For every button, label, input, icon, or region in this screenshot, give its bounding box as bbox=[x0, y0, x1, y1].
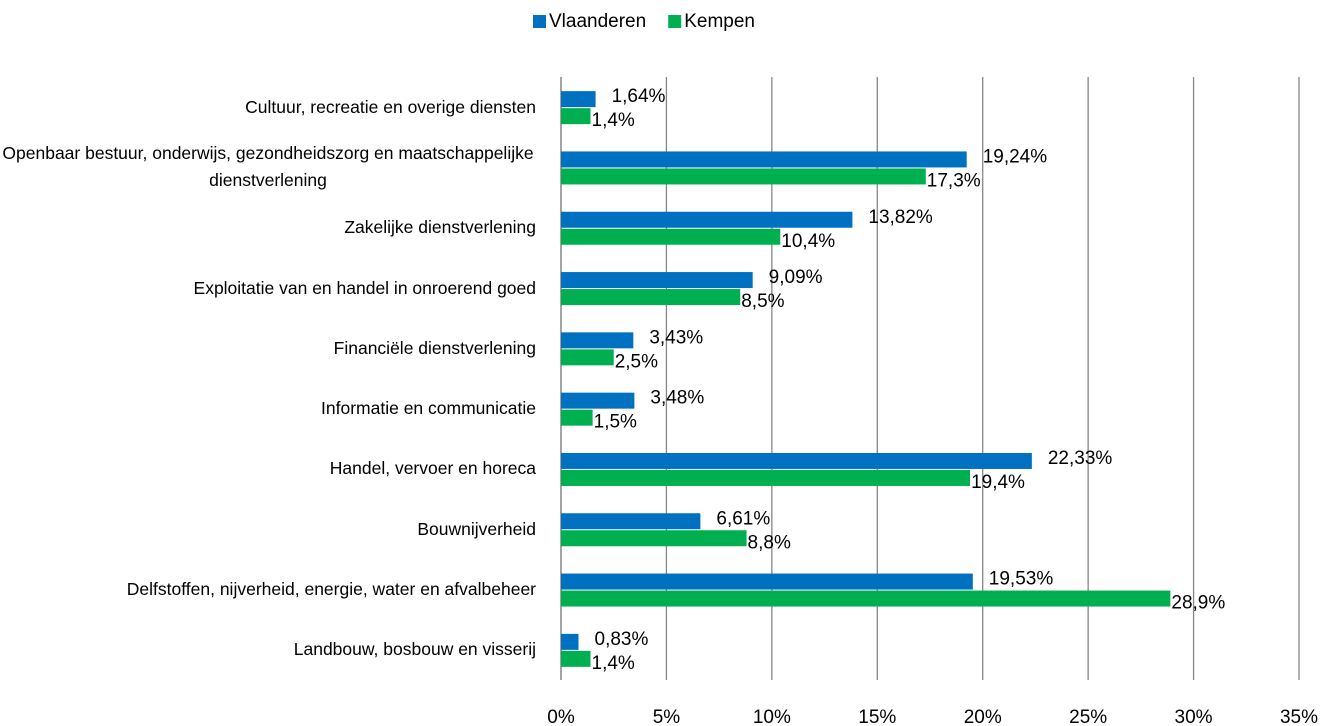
category-text: Cultuur, recreatie en overige diensten bbox=[245, 96, 536, 117]
category-text: Financiële dienstverlening bbox=[333, 337, 536, 358]
bar bbox=[561, 151, 967, 168]
x-tick-label: 35% bbox=[1280, 707, 1318, 726]
x-tick-label: 15% bbox=[858, 707, 896, 726]
bar bbox=[561, 452, 1032, 469]
bar bbox=[561, 168, 926, 185]
x-tick-label: 0% bbox=[547, 707, 575, 726]
category-label: Financiële dienstverlening bbox=[0, 318, 536, 378]
category-label: Exploitatie van en handel in onroerend g… bbox=[0, 258, 536, 318]
legend-label: Kempen bbox=[684, 11, 755, 32]
category-label: Cultuur, recreatie en overige diensten bbox=[0, 77, 536, 137]
legend-label: Vlaanderen bbox=[549, 11, 646, 32]
bar bbox=[561, 409, 593, 426]
bar bbox=[561, 332, 634, 349]
category-text: Landbouw, bosbouw en visserij bbox=[293, 639, 536, 660]
legend-swatch bbox=[668, 15, 682, 28]
category-text: Informatie en communicatie bbox=[321, 398, 536, 419]
bar bbox=[561, 349, 614, 366]
bar bbox=[561, 530, 747, 547]
bar bbox=[561, 91, 596, 108]
data-label: 19,53% bbox=[989, 569, 1054, 590]
x-tick-label: 20% bbox=[964, 707, 1002, 726]
category-label: Handel, vervoer en horeca bbox=[0, 439, 536, 499]
data-label: 10,4% bbox=[781, 231, 835, 252]
bar bbox=[561, 211, 853, 228]
category-text: Handel, vervoer en horeca bbox=[329, 458, 536, 479]
x-tick-label: 25% bbox=[1069, 707, 1107, 726]
data-label: 1,5% bbox=[594, 412, 637, 433]
data-label: 19,4% bbox=[971, 472, 1025, 493]
data-label: 17,3% bbox=[927, 170, 981, 191]
data-label: 8,5% bbox=[741, 291, 784, 312]
category-label: Openbaar bestuur, onderwijs, gezondheids… bbox=[0, 137, 536, 197]
data-label: 19,24% bbox=[983, 146, 1048, 167]
bar bbox=[561, 650, 591, 667]
bar bbox=[561, 392, 635, 409]
bar bbox=[561, 228, 781, 245]
bar bbox=[561, 108, 591, 125]
data-label: 2,5% bbox=[615, 351, 658, 372]
data-label: 13,82% bbox=[868, 207, 933, 228]
data-label: 9,09% bbox=[769, 267, 823, 288]
category-text: Zakelijke dienstverlening bbox=[344, 217, 536, 238]
bar bbox=[561, 469, 971, 486]
category-text: Delfstoffen, nijverheid, energie, water … bbox=[126, 579, 536, 600]
x-tick-label: 5% bbox=[653, 707, 681, 726]
bar bbox=[561, 573, 973, 590]
data-label: 6,61% bbox=[716, 508, 770, 529]
data-label: 8,8% bbox=[748, 532, 791, 553]
category-label: Delfstoffen, nijverheid, energie, water … bbox=[0, 560, 536, 620]
legend-swatch bbox=[533, 15, 546, 28]
data-label: 28,9% bbox=[1171, 593, 1225, 614]
data-label: 1,4% bbox=[592, 653, 635, 674]
bar bbox=[561, 513, 701, 530]
bar bbox=[561, 289, 741, 306]
category-label: Landbouw, bosbouw en visserij bbox=[0, 620, 536, 680]
data-label: 3,43% bbox=[649, 327, 703, 348]
category-label: Informatie en communicatie bbox=[0, 379, 536, 439]
category-text: Bouwnijverheid bbox=[417, 518, 536, 539]
bar bbox=[561, 590, 1171, 607]
bar bbox=[561, 272, 753, 289]
bar bbox=[561, 633, 579, 650]
x-tick-label: 10% bbox=[753, 707, 791, 726]
category-label: Bouwnijverheid bbox=[0, 499, 536, 559]
x-tick-label: 30% bbox=[1175, 707, 1213, 726]
data-label: 1,4% bbox=[592, 110, 635, 131]
category-label: Zakelijke dienstverlening bbox=[0, 198, 536, 258]
data-label: 22,33% bbox=[1048, 448, 1113, 469]
category-text: Openbaar bestuur, onderwijs, gezondheids… bbox=[2, 143, 534, 191]
data-label: 3,48% bbox=[650, 388, 704, 409]
data-label: 0,83% bbox=[595, 629, 649, 650]
data-label: 1,64% bbox=[612, 86, 666, 107]
category-text: Exploitatie van en handel in onroerend g… bbox=[193, 277, 536, 298]
